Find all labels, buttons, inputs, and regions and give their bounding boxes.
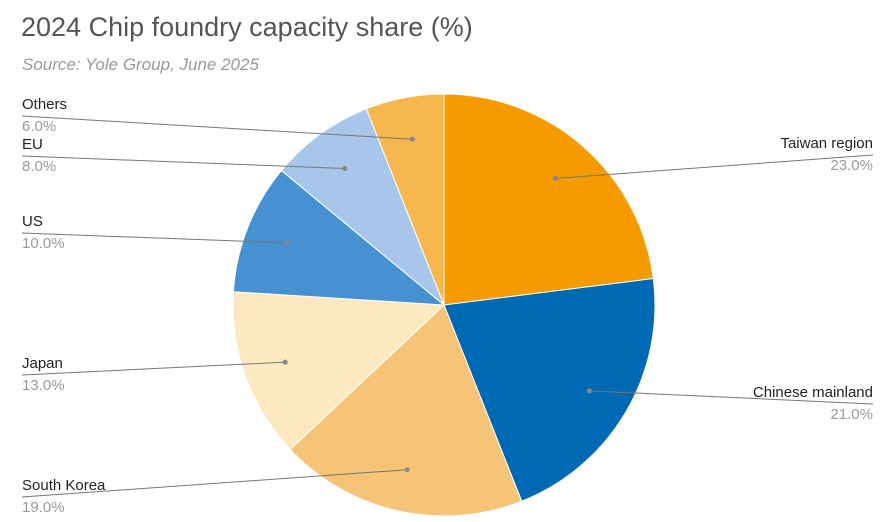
leader-line-others <box>21 115 413 140</box>
leader-line-south-korea <box>21 469 408 498</box>
slice-value-japan: 13.0% <box>22 377 65 394</box>
slice-label-us: US <box>22 213 43 230</box>
slice-value-south-korea: 19.0% <box>22 499 65 516</box>
chart-subtitle: Source: Yole Group, June 2025 <box>22 55 259 74</box>
slice-label-others: Others <box>22 96 67 113</box>
slice-label-south-korea: South Korea <box>22 477 106 494</box>
leader-line-us <box>21 232 288 244</box>
leader-dot-taiwan-region <box>553 175 559 181</box>
slice-label-eu: EU <box>22 136 43 153</box>
leader-line-taiwan-region <box>555 154 874 179</box>
pie-slice-chinese-mainland <box>443 277 656 502</box>
slice-label-chinese-mainland: Chinese mainland <box>753 384 873 401</box>
leader-dot-eu <box>342 165 348 171</box>
slice-value-taiwan-region: 23.0% <box>830 157 873 174</box>
leader-line-eu <box>21 155 345 169</box>
pie-slice-taiwan-region <box>443 93 654 306</box>
leader-line-chinese-mainland <box>589 390 874 405</box>
leader-line-japan <box>21 361 286 376</box>
pie-slice-us <box>232 169 446 306</box>
pie-slices <box>232 93 656 517</box>
pie-slice-south-korea <box>289 304 523 517</box>
leader-dot-others <box>409 136 415 142</box>
slice-label-japan: Japan <box>22 355 63 372</box>
leader-dot-us <box>284 240 290 246</box>
slice-label-taiwan-region: Taiwan region <box>780 135 873 152</box>
chart-title: 2024 Chip foundry capacity share (%) <box>21 12 473 42</box>
leader-dot-japan <box>282 359 288 365</box>
leader-dot-south-korea <box>404 467 410 473</box>
slice-value-others: 6.0% <box>22 118 56 135</box>
pie-slice-japan <box>232 291 446 451</box>
slice-value-us: 10.0% <box>22 235 65 252</box>
pie-labels: Taiwan region 23.0% Chinese mainland 21.0% S… <box>22 96 873 516</box>
pie-slice-others <box>365 93 445 306</box>
slice-value-eu: 8.0% <box>22 158 56 175</box>
leader-dot-chinese-mainland <box>586 388 592 394</box>
pie-slice-eu <box>280 108 445 306</box>
slice-value-chinese-mainland: 21.0% <box>830 406 873 423</box>
pie-leader-lines <box>21 115 874 498</box>
